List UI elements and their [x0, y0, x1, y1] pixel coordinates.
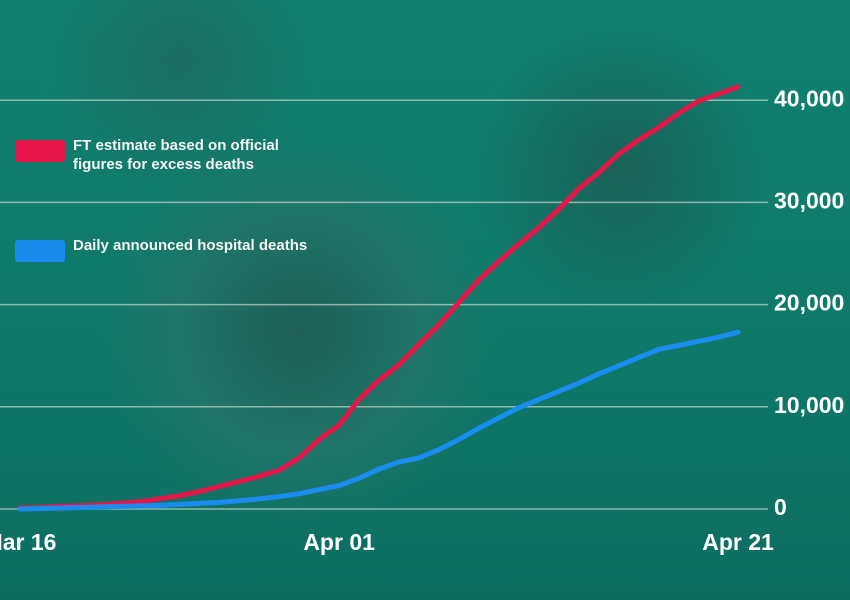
legend-item: FT estimate based on official figures fo… [15, 136, 308, 174]
legend-swatch [15, 240, 65, 262]
legend-item: Daily announced hospital deaths [15, 236, 308, 262]
legend-label: FT estimate based on official figures fo… [73, 137, 279, 173]
series-line [17, 329, 741, 512]
x-tick-label: Apr 21 [702, 529, 774, 555]
y-tick-label: 30,000 [774, 187, 844, 213]
legend-label: Daily announced hospital deaths [73, 237, 308, 254]
y-tick-label: 0 [774, 494, 787, 520]
x-tick-label: Apr 01 [303, 529, 375, 555]
series-line [17, 84, 741, 511]
y-tick-label: 40,000 [774, 85, 844, 111]
legend-swatch [15, 140, 65, 162]
y-tick-label: 10,000 [774, 392, 844, 418]
y-tick-label: 20,000 [774, 290, 844, 316]
x-tick-label: Mar 16 [0, 529, 56, 555]
